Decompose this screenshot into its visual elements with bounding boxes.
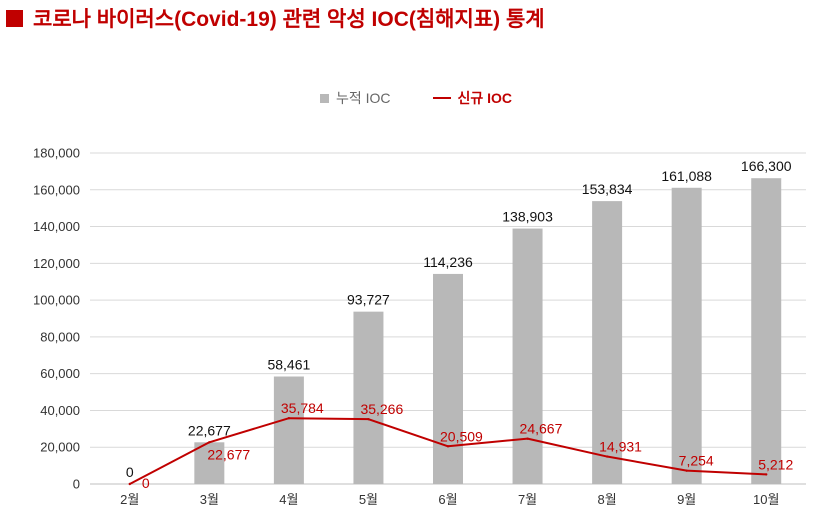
line-point-new <box>446 445 450 448</box>
bar-cumulative <box>671 187 702 484</box>
x-tick-label: 10월 <box>753 492 779 507</box>
y-tick-label: 60,000 <box>40 366 80 381</box>
x-tick-label: 8월 <box>598 492 617 507</box>
title-square-icon <box>6 9 23 27</box>
y-tick-label: 100,000 <box>33 293 80 308</box>
chart-title-bar: 코로나 바이러스(Covid-19) 관련 악성 IOC(침해지표) 통계 <box>6 4 545 32</box>
line-point-new <box>128 482 131 486</box>
bar-cumulative <box>433 273 463 484</box>
bar-cumulative <box>512 228 543 484</box>
x-tick-label: 9월 <box>677 492 696 507</box>
x-tick-label: 6월 <box>438 492 457 507</box>
line-point-new <box>367 417 370 421</box>
bar-cumulative <box>751 178 782 484</box>
y-tick-label: 120,000 <box>33 256 80 271</box>
x-tick-label: 3월 <box>200 492 219 507</box>
bar-value-label: 93,727 <box>347 292 390 308</box>
x-tick-label: 5월 <box>359 492 378 507</box>
line-point-new <box>208 441 211 444</box>
line-point-new <box>526 437 529 440</box>
line-value-label: 20,509 <box>440 428 483 444</box>
bar-value-label: 138,903 <box>502 209 553 225</box>
line-value-label: 24,667 <box>520 421 563 437</box>
y-tick-label: 0 <box>73 477 80 492</box>
bar-cumulative <box>353 311 384 484</box>
legend-item-cumulative: 누적 IOC <box>319 88 391 108</box>
y-tick-label: 80,000 <box>40 329 80 344</box>
x-tick-label: 7월 <box>518 492 537 507</box>
line-value-label: 7,254 <box>679 453 714 469</box>
chart-title: 코로나 바이러스(Covid-19) 관련 악성 IOC(침해지표) 통계 <box>33 8 545 31</box>
chart-legend: 누적 IOC 신규 IOC <box>0 88 832 108</box>
bar-cumulative <box>194 442 225 484</box>
legend-line-swatch-icon <box>432 97 451 99</box>
bar-value-label: 161,088 <box>661 168 712 184</box>
line-value-label: 0 <box>142 475 150 491</box>
y-tick-label: 40,000 <box>40 403 80 418</box>
y-tick-label: 180,000 <box>33 146 80 161</box>
legend-label-new: 신규 IOC <box>457 90 513 106</box>
bar-cumulative <box>592 201 623 484</box>
bar-value-label: 166,300 <box>741 158 792 174</box>
x-tick-label: 2월 <box>120 492 139 507</box>
line-value-label: 22,677 <box>207 446 250 462</box>
x-tick-label: 4월 <box>279 492 298 507</box>
legend-label-cumulative: 누적 IOC <box>335 90 391 106</box>
legend-item-new: 신규 IOC <box>432 88 513 108</box>
bar-value-label: 0 <box>126 464 134 480</box>
bar-value-label: 58,461 <box>267 356 310 372</box>
y-tick-label: 160,000 <box>33 182 80 197</box>
bar-value-label: 153,834 <box>582 181 633 197</box>
line-value-label: 35,266 <box>360 401 403 417</box>
line-point-new <box>287 416 291 420</box>
line-value-label: 14,931 <box>599 439 642 455</box>
line-value-label: 5,212 <box>758 456 793 472</box>
bar-value-label: 114,236 <box>423 254 473 270</box>
y-tick-label: 140,000 <box>33 219 80 234</box>
line-point-new <box>685 469 688 472</box>
line-point-new <box>765 473 768 476</box>
legend-bar-swatch-icon <box>319 93 329 103</box>
bar-cumulative <box>273 376 304 484</box>
bar-value-label: 22,677 <box>188 422 231 438</box>
y-tick-label: 20,000 <box>40 440 80 455</box>
line-value-label: 35,784 <box>281 400 324 416</box>
line-point-new <box>605 455 609 458</box>
